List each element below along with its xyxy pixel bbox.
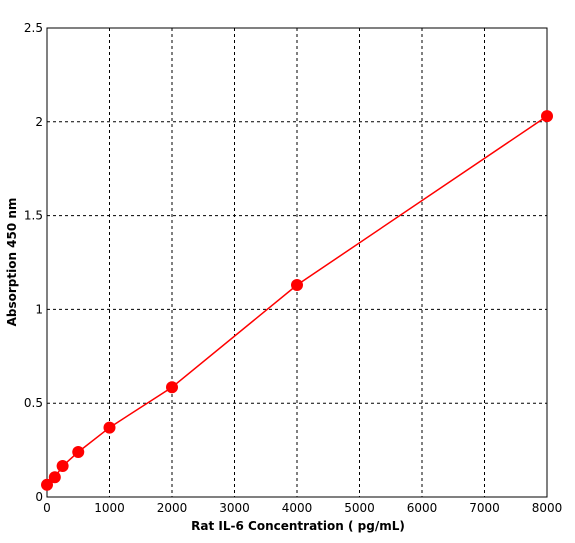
y-tick-label: 0 bbox=[35, 490, 43, 504]
x-tick-label: 1000 bbox=[94, 501, 125, 515]
x-tick-label: 7000 bbox=[469, 501, 500, 515]
data-point bbox=[56, 460, 69, 473]
y-tick-label: 1.5 bbox=[24, 209, 43, 223]
plot-frame bbox=[46, 27, 548, 498]
x-axis-label: Rat IL-6 Concentration ( pg/mL) bbox=[191, 519, 405, 533]
x-tick-label: 3000 bbox=[219, 501, 250, 515]
data-point bbox=[541, 110, 553, 123]
data-point bbox=[72, 445, 85, 458]
x-tick-label: 8000 bbox=[532, 501, 563, 515]
y-axis-label: Absorption 450 nm bbox=[5, 198, 19, 327]
x-tick-label: 6000 bbox=[407, 501, 438, 515]
y-tick-label: 0.5 bbox=[24, 396, 43, 410]
y-tick-label: 2.5 bbox=[24, 21, 43, 35]
x-tick-label: 4000 bbox=[282, 501, 313, 515]
x-tick-label: 2000 bbox=[157, 501, 188, 515]
data-point bbox=[48, 471, 61, 484]
y-tick-label: 2 bbox=[35, 115, 43, 129]
data-point bbox=[166, 381, 178, 394]
data-point bbox=[291, 279, 303, 292]
x-tick-label: 5000 bbox=[344, 501, 375, 515]
data-point bbox=[103, 421, 116, 434]
x-tick-label: 0 bbox=[43, 501, 51, 515]
data-point bbox=[41, 478, 53, 491]
y-tick-label: 1 bbox=[35, 302, 43, 316]
